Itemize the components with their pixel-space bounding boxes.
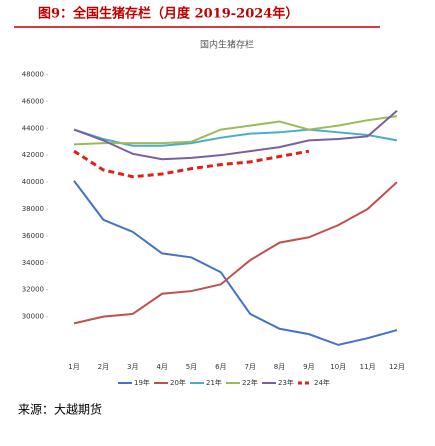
x-tick-label: 8月	[274, 363, 285, 371]
legend-label: 20年	[170, 378, 186, 387]
x-tick-label: 3月	[127, 363, 138, 371]
x-tick-label: 12月	[389, 363, 405, 371]
x-tick-label: 6月	[215, 363, 226, 371]
y-tick-label: 40000	[22, 178, 44, 186]
y-tick-label: 42000	[22, 151, 44, 159]
x-tick-label: 2月	[98, 363, 109, 371]
series-line	[73, 128, 398, 147]
x-tick-label: 5月	[186, 363, 197, 371]
y-tick-label: 44000	[22, 124, 44, 132]
series-line	[73, 181, 398, 325]
x-tick-label: 11月	[360, 363, 376, 371]
source: 来源：大越期货	[18, 402, 102, 417]
series-line	[73, 180, 398, 346]
y-tick-label: 32000	[22, 286, 44, 294]
legend-label: 23年	[278, 378, 294, 387]
y-tick-label: 36000	[22, 232, 44, 240]
series-line	[73, 149, 310, 179]
y-tick-label: 38000	[22, 205, 44, 213]
x-tick-label: 1月	[68, 363, 79, 371]
y-tick-label: 34000	[22, 259, 44, 267]
x-tick-label: 10月	[330, 363, 346, 371]
chart-title: 图9：全国生猪存栏（月度 2019-2024年）	[38, 6, 298, 22]
series-line	[73, 110, 398, 161]
y-tick-label: 48000	[22, 70, 44, 78]
legend-label: 19年	[134, 378, 150, 387]
chart-subtitle: 国内生猪存栏	[200, 39, 254, 51]
x-tick-label: 7月	[244, 363, 255, 371]
legend-label: 24年	[314, 378, 330, 387]
x-tick-label: 9月	[303, 363, 314, 371]
legend-label: 21年	[206, 378, 222, 387]
series-line	[73, 115, 398, 146]
y-tick-label: 30000	[22, 313, 44, 321]
legend-label: 22年	[242, 378, 258, 387]
x-tick-label: 4月	[156, 363, 167, 371]
y-tick-label: 46000	[22, 97, 44, 105]
